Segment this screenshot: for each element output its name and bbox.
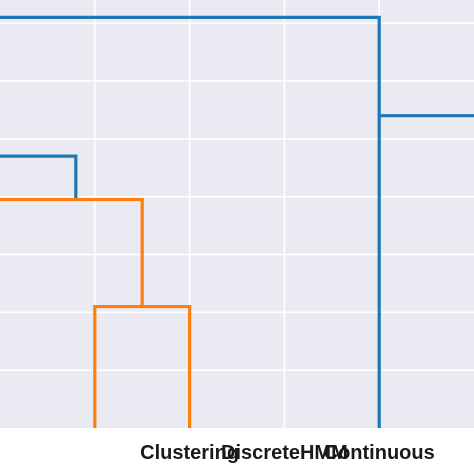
x-tick-label-2: DiscreteHMM: [221, 442, 348, 464]
dendrogram-link-1: [0, 197, 144, 307]
x-tick-label-1: Clustering: [140, 442, 239, 464]
grid-lines: [0, 0, 474, 428]
plot-area: [0, 0, 474, 428]
dendrogram-link-0: [0, 154, 78, 200]
dendrogram-link-2: [93, 304, 192, 428]
x-tick-label-3: Continuous: [324, 442, 435, 464]
dendrogram-link-3: [0, 15, 381, 116]
dendrogram-link-4: [377, 114, 474, 428]
dendrogram-links: [0, 15, 474, 428]
